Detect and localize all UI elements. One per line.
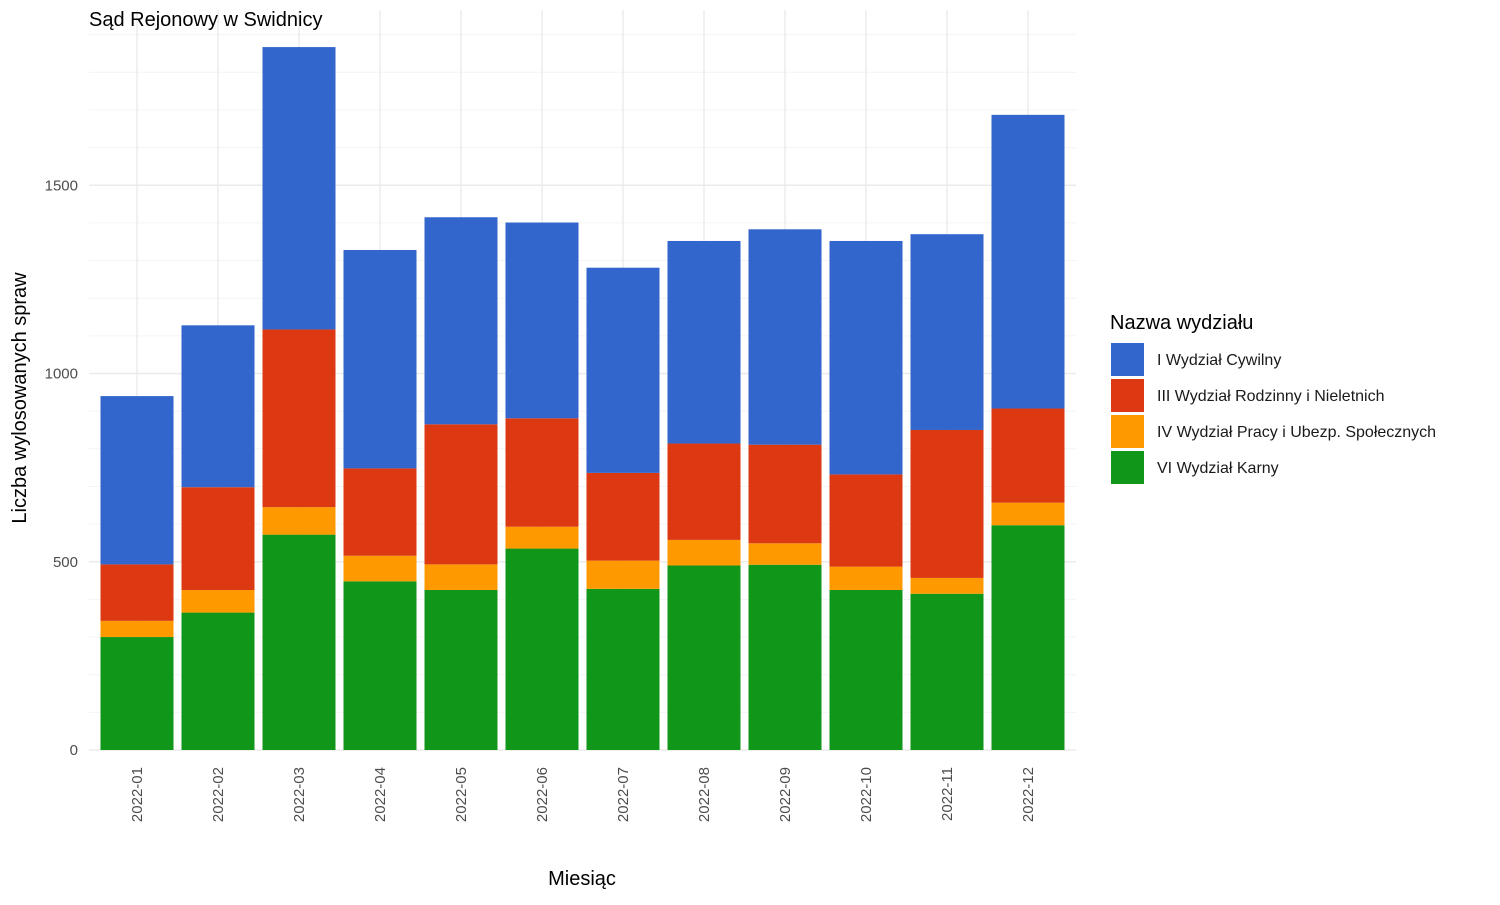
y-axis-ticks: 0 500 1000 1500 <box>45 177 78 759</box>
bar-segment-2022-07-s3 <box>586 267 660 473</box>
bar-segment-2022-11-s2 <box>910 429 984 578</box>
bar-segment-2022-12-s3 <box>991 114 1065 409</box>
bar-segment-2022-05-s0 <box>424 589 498 750</box>
x-tick-label: 2022-06 <box>534 767 551 822</box>
y-axis-title: Liczba wylosowanych spraw <box>9 272 31 524</box>
x-tick-label: 2022-08 <box>696 767 713 822</box>
legend-key <box>1111 343 1144 376</box>
legend: Nazwa wydziału I Wydział Cywilny III Wydz… <box>1110 312 1436 484</box>
x-tick-label: 2022-04 <box>372 767 389 822</box>
bar-segment-2022-03-s0 <box>262 534 336 750</box>
bar-segment-2022-02-s2 <box>181 487 255 590</box>
bar-segment-2022-08-s0 <box>667 565 741 750</box>
bar-segment-2022-08-s3 <box>667 240 741 444</box>
bars <box>100 47 1065 750</box>
y-tick-label: 0 <box>70 742 78 759</box>
bar-segment-2022-11-s0 <box>910 593 984 750</box>
bar-segment-2022-01-s1 <box>100 620 174 638</box>
bar-segment-2022-01-s2 <box>100 564 174 621</box>
bar-segment-2022-06-s3 <box>505 222 579 419</box>
y-tick-label: 500 <box>53 554 78 571</box>
bar-segment-2022-10-s1 <box>829 566 903 590</box>
bar-segment-2022-09-s0 <box>748 564 822 750</box>
bar-segment-2022-07-s2 <box>586 472 660 561</box>
bar-segment-2022-05-s1 <box>424 564 498 590</box>
x-tick-label: 2022-03 <box>291 767 308 822</box>
bar-segment-2022-08-s2 <box>667 443 741 540</box>
bar-segment-2022-03-s3 <box>262 47 336 330</box>
bar-segment-2022-12-s1 <box>991 502 1065 526</box>
x-tick-label: 2022-10 <box>858 767 875 822</box>
x-tick-label: 2022-02 <box>210 767 227 822</box>
bar-segment-2022-11-s3 <box>910 234 984 430</box>
bar-segment-2022-09-s1 <box>748 543 822 565</box>
x-tick-label: 2022-01 <box>129 767 146 822</box>
legend-label: I Wydział Cywilny <box>1157 352 1281 369</box>
bar-segment-2022-05-s3 <box>424 217 498 425</box>
bar-segment-2022-09-s3 <box>748 229 822 445</box>
legend-key <box>1111 415 1144 448</box>
bar-segment-2022-12-s2 <box>991 408 1065 503</box>
bar-segment-2022-07-s1 <box>586 560 660 589</box>
bar-segment-2022-04-s2 <box>343 468 417 556</box>
bar-segment-2022-01-s3 <box>100 396 174 565</box>
x-tick-label: 2022-11 <box>939 767 956 821</box>
bar-segment-2022-10-s3 <box>829 240 903 475</box>
y-tick-label: 1500 <box>45 177 78 194</box>
bar-segment-2022-02-s1 <box>181 589 255 613</box>
x-axis-ticks: 2022-01 2022-02 2022-03 2022-04 2022-05 2022-… <box>129 767 1037 822</box>
chart-title: Sąd Rejonowy w Swidnicy <box>89 9 322 31</box>
y-tick-label: 1000 <box>45 366 78 383</box>
legend-items: I Wydział Cywilny III Wydział Rodzinny i … <box>1111 343 1436 484</box>
x-tick-label: 2022-05 <box>453 767 470 822</box>
bar-segment-2022-02-s0 <box>181 612 255 750</box>
bar-segment-2022-02-s3 <box>181 325 255 488</box>
x-tick-label: 2022-07 <box>615 767 632 822</box>
legend-label: VI Wydział Karny <box>1157 460 1279 477</box>
bar-segment-2022-01-s0 <box>100 637 174 750</box>
bar-segment-2022-06-s2 <box>505 418 579 527</box>
legend-label: IV Wydział Pracy i Ubezp. Społecznych <box>1157 424 1436 441</box>
x-tick-label: 2022-09 <box>777 767 794 822</box>
bar-segment-2022-06-s1 <box>505 526 579 549</box>
bar-segment-2022-03-s2 <box>262 329 336 508</box>
bar-segment-2022-05-s2 <box>424 424 498 565</box>
bar-segment-2022-03-s1 <box>262 507 336 535</box>
x-tick-label: 2022-12 <box>1020 767 1037 822</box>
bar-segment-2022-07-s0 <box>586 588 660 750</box>
x-axis-title: Miesiąc <box>548 868 616 890</box>
bar-segment-2022-10-s0 <box>829 589 903 750</box>
legend-title: Nazwa wydziału <box>1110 312 1253 334</box>
bar-segment-2022-04-s0 <box>343 581 417 750</box>
bar-segment-2022-10-s2 <box>829 474 903 567</box>
bar-segment-2022-12-s0 <box>991 525 1065 750</box>
bar-segment-2022-06-s0 <box>505 548 579 750</box>
bar-segment-2022-11-s1 <box>910 577 984 594</box>
bar-segment-2022-09-s2 <box>748 444 822 544</box>
legend-key <box>1111 451 1144 484</box>
bar-segment-2022-04-s1 <box>343 555 417 582</box>
legend-label: III Wydział Rodzinny i Nieletnich <box>1157 388 1385 405</box>
bar-segment-2022-08-s1 <box>667 539 741 566</box>
bar-segment-2022-04-s3 <box>343 250 417 469</box>
legend-key <box>1111 379 1144 412</box>
